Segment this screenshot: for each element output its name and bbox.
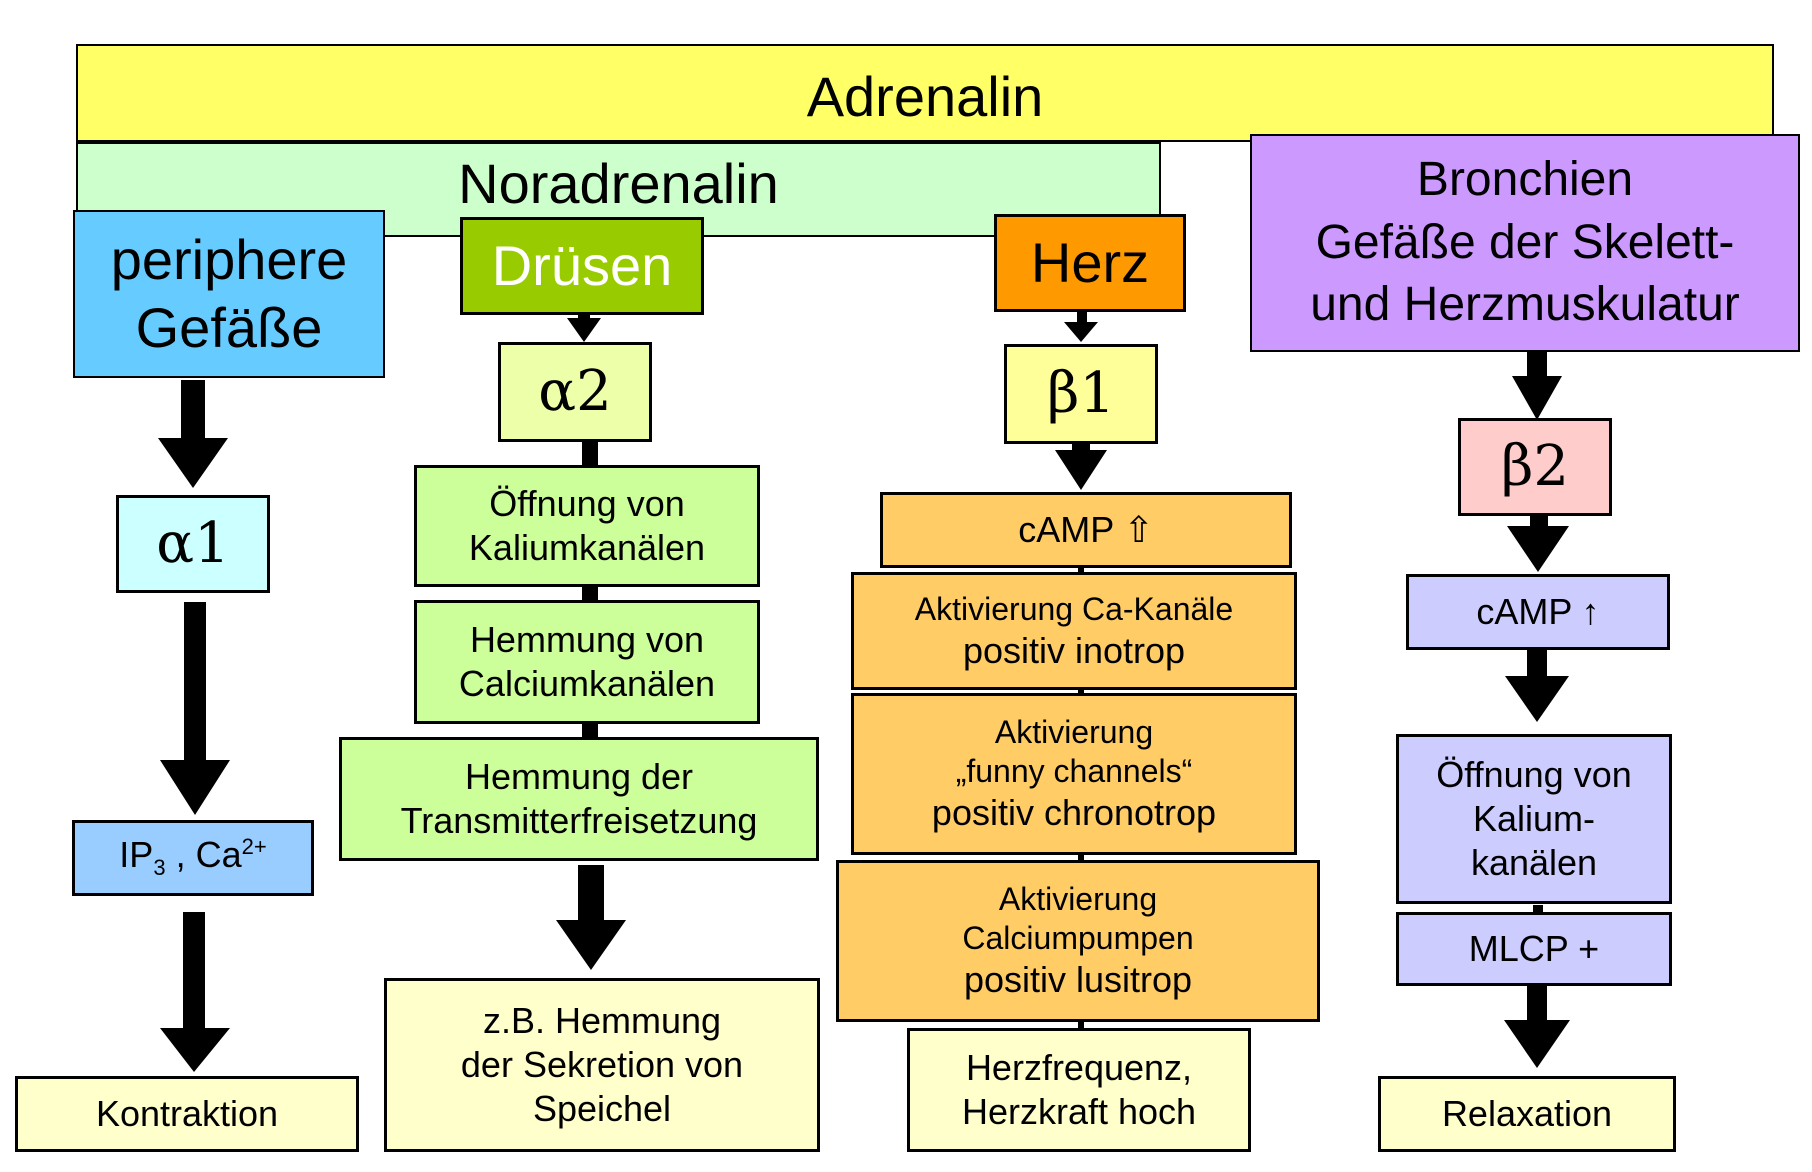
receptor-b1-label: β1 (1046, 360, 1115, 426)
bronchi-title-line-1: Bronchien (1416, 153, 1634, 207)
receptor-b2-label: β2 (1500, 433, 1569, 499)
arrow-glands-steps-to-result (556, 865, 626, 970)
bronchi-title-line-2: Gefäße der Skelett- (1315, 215, 1735, 269)
glands-step-1-line-2: Kaliumkanälen (468, 527, 706, 568)
heart-camp-box: cAMP ⇧ (880, 492, 1292, 568)
heart-title-label: Herz (1030, 230, 1150, 294)
glands-result-box: z.B. Hemmung der Sekretion von Speichel (384, 978, 820, 1152)
heart-step-2-line-3: positiv chronotrop (931, 792, 1217, 834)
bronchi-camp-box: cAMP ↑ (1406, 574, 1670, 650)
glands-result-line-1: z.B. Hemmung (482, 1000, 722, 1042)
bronchi-result-label: Relaxation (1441, 1093, 1613, 1135)
heart-result-line-2: Herzkraft hoch (961, 1091, 1197, 1132)
heart-camp-label: cAMP ⇧ (1018, 509, 1154, 551)
adrenalin-label: Adrenalin (806, 64, 1044, 128)
glands-title-label: Drüsen (491, 233, 673, 297)
heart-step-1-line-1: Aktivierung Ca-Kanäle (914, 590, 1234, 627)
noradrenalin-label: Noradrenalin (458, 152, 779, 215)
heart-step-1-line-2: positiv inotrop (962, 629, 1186, 671)
bronchi-title-line-3: und Herzmuskulatur (1310, 278, 1740, 332)
heart-step-chronotrop-box: Aktivierung „funny channels“ positiv chr… (851, 693, 1297, 855)
glands-step-2-line-2: Calciumkanälen (458, 663, 716, 704)
heart-step-2-line-2: „funny channels“ (955, 753, 1193, 790)
arrow-messenger-to-result (160, 912, 230, 1072)
glands-step-calcium-box: Hemmung von Calciumkanälen (414, 600, 760, 724)
heart-result-line-1: Herzfrequenz, (965, 1047, 1193, 1089)
glands-step-2-line-1: Hemmung von (469, 619, 705, 661)
arrow-mlcp-to-result (1504, 985, 1570, 1068)
messenger-a1-box: IP3 , Ca2+ (72, 820, 314, 896)
vessels-title-line-1: periphere (110, 227, 348, 291)
heart-step-2-line-1: Aktivierung (994, 714, 1154, 751)
arrow-a1-to-messenger (160, 602, 230, 815)
bronchi-title-box: Bronchien Gefäße der Skelett- und Herzmu… (1250, 134, 1800, 352)
arrow-vessels-to-a1 (158, 380, 228, 488)
bronchi-step-1-line-2: Kalium- (1472, 798, 1596, 840)
receptor-a1-box: α1 (116, 495, 270, 593)
glands-step-3-line-2: Transmitterfreisetzung (400, 800, 758, 841)
heart-step-3-line-2: Calciumpumpen (962, 920, 1194, 957)
heart-step-lusitrop-box: Aktivierung Calciumpumpen positiv lusitr… (836, 860, 1320, 1022)
bronchi-step-potassium-box: Öffnung von Kalium- kanälen (1396, 734, 1672, 904)
bronchi-step-mlcp-box: MLCP + (1396, 912, 1672, 986)
heart-step-3-line-3: positiv lusitrop (963, 959, 1193, 1001)
arrow-b2-to-camp (1507, 512, 1569, 572)
glands-title-box: Drüsen (460, 217, 704, 315)
receptor-a1-label: α1 (156, 510, 230, 576)
bronchi-camp-label: cAMP ↑ (1476, 591, 1600, 633)
arrow-heart-to-b1 (1064, 312, 1098, 342)
heart-result-box: Herzfrequenz, Herzkraft hoch (907, 1028, 1251, 1152)
glands-result-line-3: Speichel (532, 1087, 672, 1129)
arrow-b1-to-camp (1055, 442, 1107, 490)
receptor-a2-label: α2 (538, 358, 612, 424)
bronchi-step-1-line-1: Öffnung von (1436, 754, 1632, 796)
bronchi-step-1-line-3: kanälen (1470, 841, 1598, 883)
vessels-result-box: Kontraktion (15, 1076, 359, 1152)
glands-step-transmitter-box: Hemmung der Transmitterfreisetzung (339, 737, 819, 861)
receptor-b2-box: β2 (1458, 418, 1612, 516)
heart-step-inotrop-box: Aktivierung Ca-Kanäle positiv inotrop (851, 572, 1297, 690)
vessels-title-box: periphere Gefäße (73, 210, 385, 378)
receptor-b1-box: β1 (1004, 344, 1158, 444)
bronchi-result-box: Relaxation (1378, 1076, 1676, 1152)
heart-title-box: Herz (994, 214, 1186, 312)
glands-step-1-line-1: Öffnung von (489, 483, 685, 525)
glands-step-3-line-1: Hemmung der (464, 756, 694, 798)
heart-step-3-line-1: Aktivierung (998, 881, 1158, 918)
vessels-title-line-2: Gefäße (135, 296, 323, 359)
vessels-result-label: Kontraktion (95, 1093, 279, 1135)
adrenalin-bar: Adrenalin (76, 44, 1774, 142)
glands-result-line-2: der Sekretion von (460, 1044, 744, 1086)
arrow-glands-to-a2 (567, 315, 601, 342)
bronchi-step-2-line-1: MLCP + (1468, 928, 1600, 970)
messenger-a1-label: IP3 , Ca2+ (119, 834, 267, 881)
arrow-camp-to-potassium (1505, 650, 1569, 722)
glands-step-potassium-box: Öffnung von Kaliumkanälen (414, 465, 760, 587)
receptor-a2-box: α2 (498, 342, 652, 442)
